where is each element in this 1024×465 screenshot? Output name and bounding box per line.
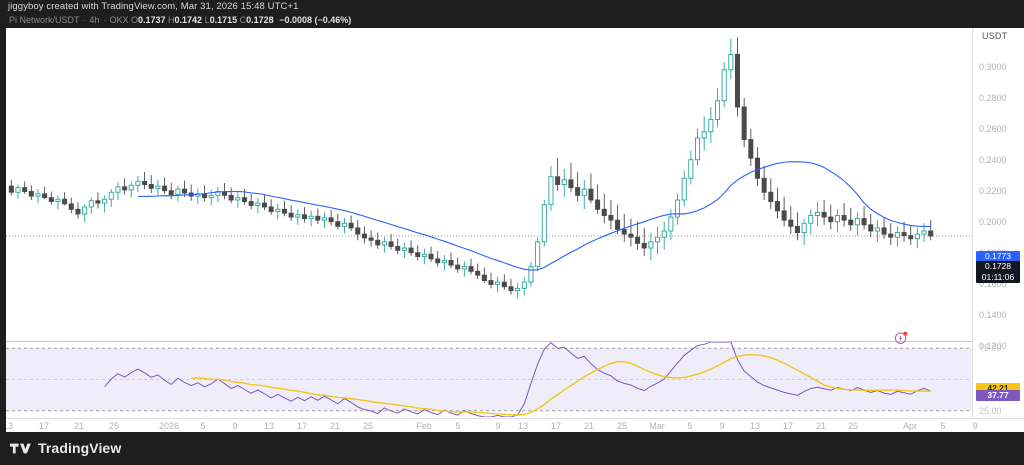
rsi-signal-badge: 42.21 bbox=[976, 383, 1020, 395]
time-tick: 21 bbox=[329, 421, 341, 431]
price-tick: 0.2000 bbox=[979, 216, 1007, 227]
time-tick: 13 bbox=[749, 421, 761, 431]
price-tick: 0.2800 bbox=[979, 92, 1007, 103]
legend-interval[interactable]: 4h bbox=[89, 15, 100, 25]
last-price-value: 0.1728 bbox=[985, 260, 1011, 271]
rsi-value-badge: 37.77 bbox=[976, 389, 1020, 401]
footer-bar: TradingView bbox=[0, 432, 1024, 465]
legend-high-value: 0.1742 bbox=[174, 15, 203, 25]
tradingview-logo-icon bbox=[10, 443, 31, 453]
time-tick: 2026 bbox=[158, 421, 180, 431]
time-tick: 5 bbox=[455, 421, 461, 431]
time-tick: Apr bbox=[902, 421, 918, 431]
rsi-tick: 75.00 bbox=[979, 343, 1002, 354]
rsi-tick: 25.00 bbox=[979, 405, 1002, 416]
time-tick: 9 bbox=[495, 421, 501, 431]
time-tick: 25 bbox=[362, 421, 374, 431]
time-tick: 13 bbox=[263, 421, 275, 431]
watermark-bar: jiggyboy created with TradingView.com, M… bbox=[0, 0, 1024, 14]
last-price-badge: 0.1728 01:11:06 bbox=[976, 260, 1020, 283]
time-tick: Feb bbox=[416, 421, 432, 431]
time-tick: 9 bbox=[719, 421, 725, 431]
price-tick: 0.1400 bbox=[979, 309, 1007, 320]
price-axis-unit: USDT bbox=[982, 31, 1008, 41]
price-axis[interactable]: USDT 0.3000 0.2800 0.2600 0.2400 0.2200 0.200… bbox=[972, 28, 1024, 417]
time-tick: 13 bbox=[2, 421, 14, 431]
price-tick: 0.1200 bbox=[979, 340, 1007, 351]
tradingview-logo[interactable]: TradingView bbox=[10, 440, 121, 456]
price-tick: 0.2600 bbox=[979, 123, 1007, 134]
time-tick: 25 bbox=[847, 421, 859, 431]
price-tick: 0.1600 bbox=[979, 278, 1007, 289]
legend-open-label: O bbox=[130, 15, 138, 25]
time-tick: 25 bbox=[108, 421, 120, 431]
lightning-circle-icon[interactable] bbox=[894, 330, 909, 345]
legend-exchange[interactable]: OKX bbox=[109, 15, 129, 25]
time-tick: 5 bbox=[200, 421, 206, 431]
time-tick: 17 bbox=[550, 421, 562, 431]
time-tick: 21 bbox=[815, 421, 827, 431]
time-tick: 13 bbox=[517, 421, 529, 431]
legend-sep-1: · bbox=[82, 15, 86, 25]
time-axis[interactable]: 13 17 21 25 2026 5 9 13 17 21 25 Feb 5 9 13 17 21 25 Mar 5 9… bbox=[2, 418, 1024, 432]
left-edge-strip bbox=[0, 28, 6, 432]
legend-close-label: C bbox=[239, 15, 247, 25]
candlestick-series bbox=[6, 37, 972, 299]
legend-low-value: 0.1715 bbox=[209, 15, 238, 25]
legend-close-value: 0.1728 bbox=[246, 15, 274, 25]
rsi-series bbox=[6, 342, 972, 417]
legend-change: −0.0008 (−0.46%) bbox=[279, 15, 352, 25]
time-tick: 17 bbox=[782, 421, 794, 431]
legend-sep-2: · bbox=[102, 15, 106, 25]
time-tick: 17 bbox=[296, 421, 308, 431]
chart-legend[interactable]: Pi Network/USDT · 4h · OKX O0.1737 H0.17… bbox=[9, 15, 351, 25]
time-tick: 5 bbox=[687, 421, 693, 431]
legend-low-label: L bbox=[204, 15, 210, 25]
pane-divider bbox=[6, 341, 1024, 342]
ma-price-badge: 0.1773 bbox=[976, 251, 1020, 262]
time-tick: 9 bbox=[972, 421, 978, 431]
price-tick: 0.3000 bbox=[979, 61, 1007, 72]
price-tick: 0.2400 bbox=[979, 154, 1007, 165]
time-tick: 5 bbox=[940, 421, 946, 431]
time-tick: 9 bbox=[232, 421, 238, 431]
legend-symbol[interactable]: Pi Network/USDT bbox=[9, 15, 80, 25]
time-tick: 25 bbox=[616, 421, 628, 431]
tradingview-logo-text: TradingView bbox=[38, 440, 122, 456]
legend-high-label: H bbox=[168, 15, 175, 25]
plot-area[interactable]: USDT 0.3000 0.2800 0.2600 0.2400 0.2200 0.200… bbox=[6, 28, 1024, 432]
time-tick: 21 bbox=[73, 421, 85, 431]
rsi-pane[interactable] bbox=[6, 342, 972, 417]
price-tick: 0.2200 bbox=[979, 185, 1007, 196]
bar-countdown: 01:11:06 bbox=[981, 271, 1015, 282]
legend-open-value: 0.1737 bbox=[137, 15, 166, 25]
time-tick: 21 bbox=[583, 421, 595, 431]
watermark-text: jiggyboy created with TradingView.com, M… bbox=[8, 1, 299, 12]
time-tick: Mar bbox=[649, 421, 665, 431]
chart-legend-bar: Pi Network/USDT · 4h · OKX O0.1737 H0.17… bbox=[0, 14, 1024, 28]
time-tick: 17 bbox=[38, 421, 50, 431]
price-pane[interactable] bbox=[6, 28, 972, 341]
